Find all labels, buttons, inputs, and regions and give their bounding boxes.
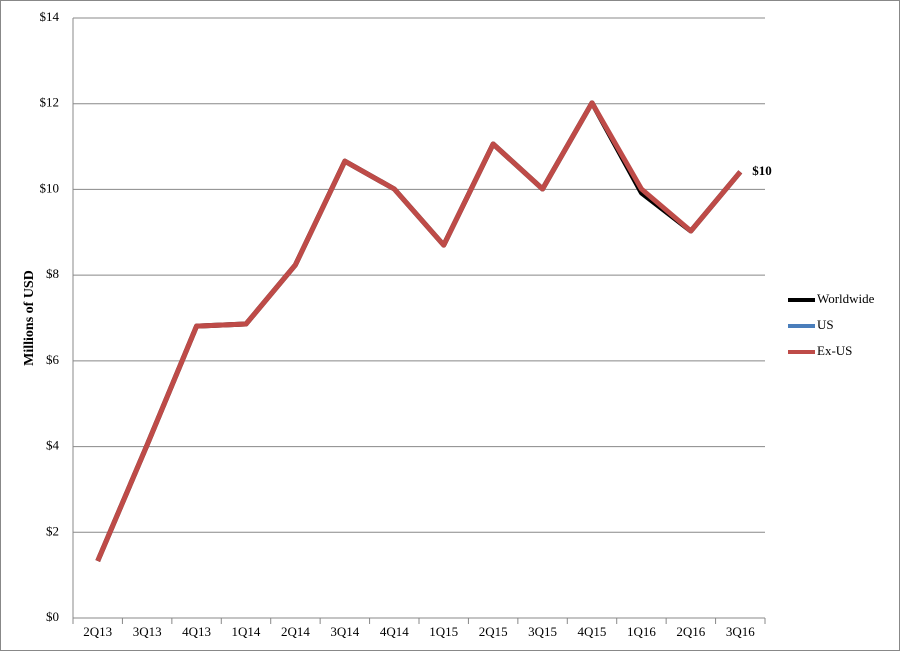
x-tick-label: 1Q15 (429, 624, 458, 639)
y-tick-label: $10 (40, 180, 60, 195)
x-tick-label: 2Q16 (676, 624, 705, 639)
y-tick-label: $2 (46, 523, 59, 538)
x-tick-label: 4Q14 (380, 624, 409, 639)
x-tick-label: 2Q14 (281, 624, 310, 639)
x-tick-label: 2Q15 (479, 624, 508, 639)
x-tick-label: 3Q14 (330, 624, 359, 639)
y-tick-label: $6 (46, 352, 60, 367)
y-tick-label: $12 (40, 95, 60, 110)
y-tick-label: $14 (40, 9, 60, 24)
y-tick-label: $8 (46, 266, 59, 281)
x-tick-label: 3Q15 (528, 624, 557, 639)
x-tick-label: 3Q16 (726, 624, 755, 639)
legend-label: Ex-US (817, 343, 852, 358)
x-tick-label: 4Q15 (578, 624, 607, 639)
y-axis-title: Millions of USD (22, 270, 37, 366)
data-label: $10 (752, 163, 772, 178)
series-line (95, 100, 743, 562)
y-tick-label: $0 (46, 609, 59, 624)
x-tick-label: 2Q13 (83, 624, 112, 639)
x-tick-label: 1Q14 (232, 624, 261, 639)
x-tick-label: 1Q16 (627, 624, 656, 639)
x-tick-label: 4Q13 (182, 624, 211, 639)
legend-label: US (817, 317, 834, 332)
y-tick-label: $4 (46, 438, 60, 453)
x-tick-label: 3Q13 (133, 624, 162, 639)
legend-label: Worldwide (817, 291, 875, 306)
